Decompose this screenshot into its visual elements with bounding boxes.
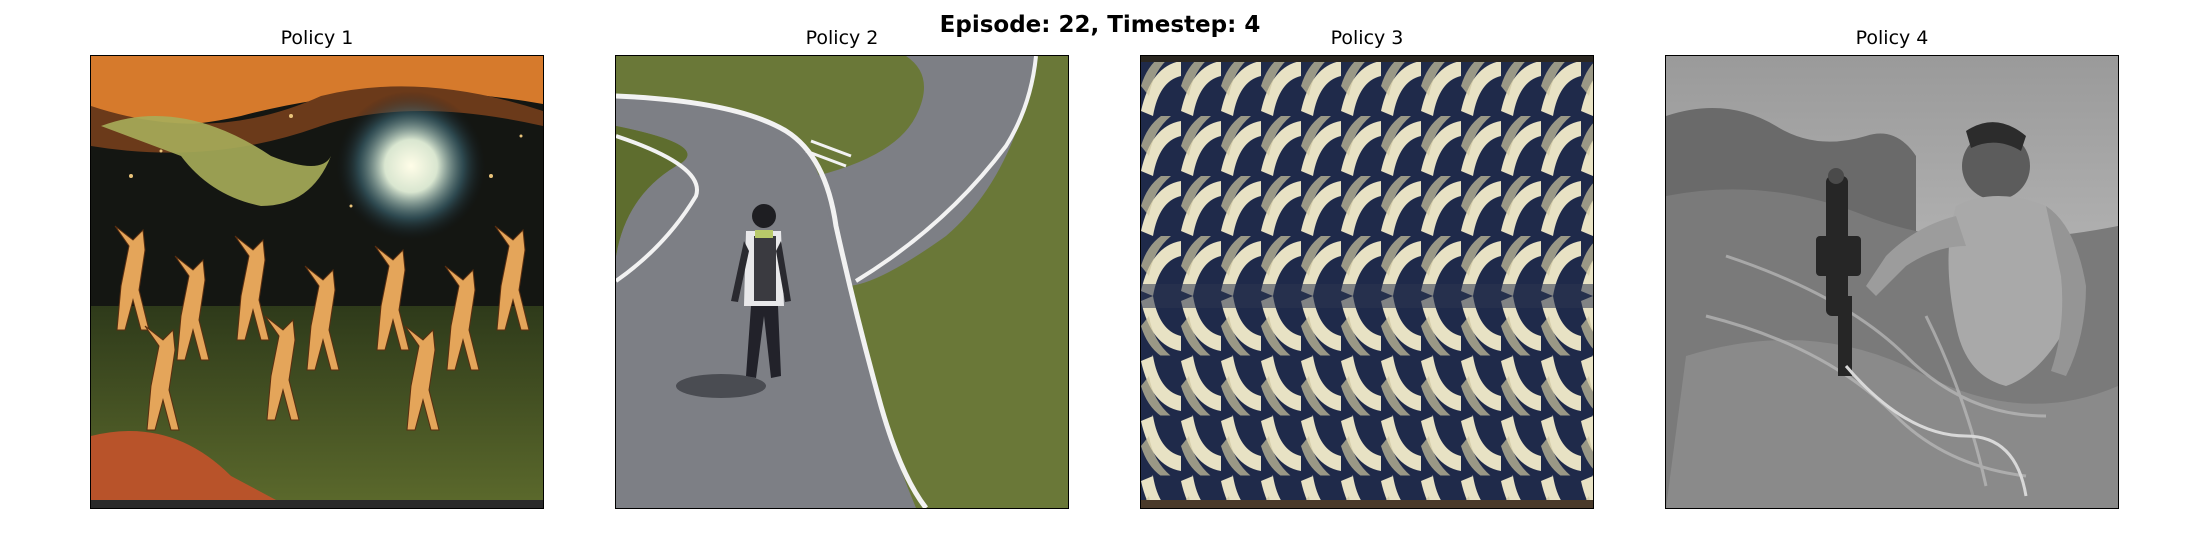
- policy-1-title: Policy 1: [280, 27, 354, 49]
- policy-2-title: Policy 2: [805, 27, 879, 49]
- policy-2-panel: Policy 2: [615, 27, 1069, 509]
- policy-1-panel: Policy 1: [90, 27, 544, 509]
- policy-3-panel: Policy 3: [1140, 27, 1594, 509]
- policy-4-title: Policy 4: [1855, 27, 1929, 49]
- man-with-machine-bw-photo: [1666, 56, 2118, 508]
- wavy-pattern: [1141, 56, 1593, 508]
- policy-1-image: [90, 55, 544, 509]
- policy-3-image: [1140, 55, 1594, 509]
- person-walking-on-road: [616, 56, 1068, 508]
- dancing-figures-painting: [91, 56, 543, 508]
- policy-4-panel: Policy 4: [1665, 27, 2119, 509]
- policy-3-title: Policy 3: [1330, 27, 1404, 49]
- policy-4-image: [1665, 55, 2119, 509]
- policy-2-image: [615, 55, 1069, 509]
- figure-title: Episode: 22, Timestep: 4: [939, 12, 1261, 38]
